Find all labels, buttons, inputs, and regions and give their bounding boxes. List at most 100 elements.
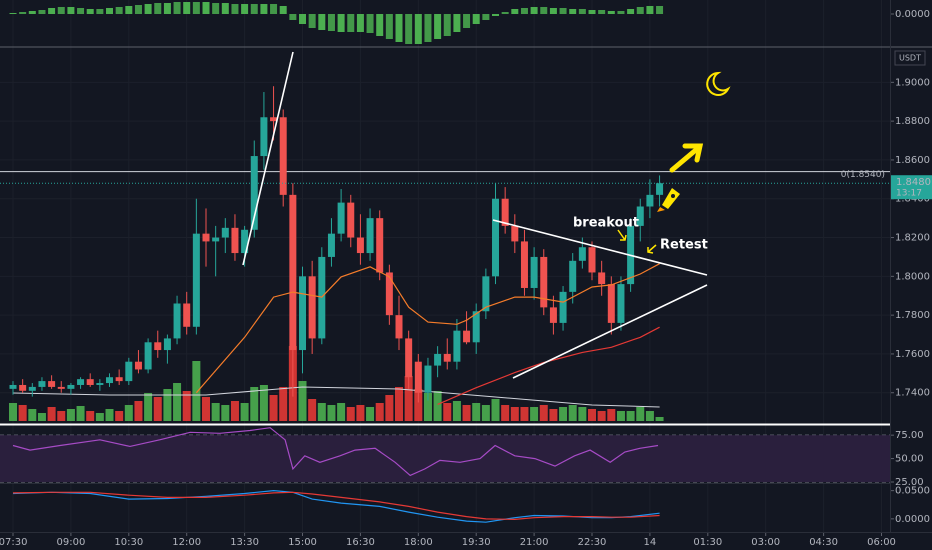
volume-bar <box>578 407 587 421</box>
candle-body <box>28 386 36 391</box>
histogram-bar <box>115 7 123 14</box>
volume-bar <box>134 401 143 421</box>
moon-icon <box>706 71 731 96</box>
y-tick-label: 1.7400 <box>895 388 930 399</box>
histogram-bar <box>106 8 114 14</box>
volume-bar <box>221 405 230 421</box>
y-tick-label: 1.8400 <box>895 194 930 205</box>
volume-bar <box>597 411 606 421</box>
histogram-bar <box>453 14 461 32</box>
histogram-bar <box>385 14 393 39</box>
histogram-bar <box>520 8 528 14</box>
volume-bar <box>317 403 326 421</box>
volume-bar <box>346 407 355 421</box>
volume-bar <box>607 409 616 421</box>
volume-bar <box>9 403 18 421</box>
y-tick-label: 1.7800 <box>895 310 930 321</box>
y-tick-label: 75.00 <box>895 430 924 441</box>
volume-bar <box>423 393 432 421</box>
volume-bar <box>279 387 288 421</box>
y-tick-label: 1.8000 <box>895 271 930 282</box>
candle-body <box>38 381 46 387</box>
histogram-bar <box>221 3 229 14</box>
histogram-bar <box>77 8 85 14</box>
candle-body <box>212 237 220 242</box>
volume-bar <box>568 405 577 421</box>
volume-bar <box>414 389 423 421</box>
volume-bar <box>462 405 471 421</box>
volume-bar <box>173 383 182 421</box>
volume-bar <box>95 413 104 421</box>
candle-body <box>183 303 191 327</box>
candle-body <box>569 260 577 292</box>
trendline <box>242 51 294 266</box>
moving-average-line <box>437 326 660 405</box>
histogram-bar <box>183 2 191 14</box>
histogram-bar <box>356 14 364 32</box>
horizontal-line-label: 0(1.8540) <box>841 170 885 180</box>
histogram-bar <box>617 11 625 14</box>
last-price-label: 1.8480 <box>896 177 931 188</box>
candle-body <box>588 247 596 273</box>
y-tick-label: 0.0500 <box>895 486 930 497</box>
volume-bar <box>549 409 558 421</box>
histogram-bar <box>192 2 200 14</box>
candle-body <box>106 377 114 384</box>
histogram-bar <box>569 9 577 14</box>
histogram-bar <box>67 7 75 14</box>
histogram-bar <box>134 5 142 14</box>
histogram-bar <box>173 2 181 14</box>
candle-body <box>598 272 606 285</box>
candle-body <box>501 198 509 226</box>
histogram-bar <box>38 10 46 14</box>
volume-bar <box>559 407 568 421</box>
volume-bar <box>520 407 529 421</box>
candle-body <box>540 256 548 308</box>
y-tick-label: 0.0000 <box>895 514 930 525</box>
histogram-bar <box>472 14 480 24</box>
candle-body <box>385 272 393 316</box>
x-tick-label: 01:30 <box>693 537 722 548</box>
candle-body <box>607 284 615 323</box>
candle-body <box>646 194 654 207</box>
rsi-band <box>0 435 890 482</box>
candle-body <box>636 206 644 226</box>
candle-body <box>86 379 94 385</box>
up-arrow <box>669 143 704 173</box>
candle-body <box>115 377 123 382</box>
volume-bar <box>395 387 404 421</box>
histogram-bar <box>511 9 519 14</box>
candle-body <box>202 233 210 242</box>
histogram-bar <box>28 11 36 14</box>
y-tick-label: 1.8600 <box>895 155 930 166</box>
histogram-bar <box>636 7 644 14</box>
histogram-bar <box>279 6 287 14</box>
volume-bar <box>655 417 664 421</box>
volume-bar <box>636 407 645 421</box>
histogram-bar <box>57 7 65 14</box>
volume-bar <box>327 405 336 421</box>
volume-bar <box>404 376 413 421</box>
volume-bar <box>47 407 56 421</box>
candle-body <box>414 361 422 393</box>
histogram-bar <box>540 7 548 14</box>
histogram-bar <box>125 6 133 14</box>
volume-bar <box>626 411 635 421</box>
volume-bar <box>298 381 307 421</box>
candle-body <box>492 198 500 277</box>
candle-body <box>241 229 249 254</box>
candle-body <box>260 117 268 157</box>
histogram-bar <box>443 14 451 36</box>
volume-bar <box>385 395 394 421</box>
histogram-bar <box>366 14 374 33</box>
histogram-bar <box>260 4 268 14</box>
candle-body <box>472 311 480 343</box>
volume-bar <box>443 403 452 421</box>
x-tick-label: 12:00 <box>172 537 201 548</box>
histogram-bar <box>327 14 335 31</box>
histogram-bar <box>337 14 345 32</box>
indicator-line <box>12 491 660 521</box>
candle-body <box>434 353 442 366</box>
volume-bar <box>240 403 249 421</box>
candle-body <box>511 225 519 242</box>
